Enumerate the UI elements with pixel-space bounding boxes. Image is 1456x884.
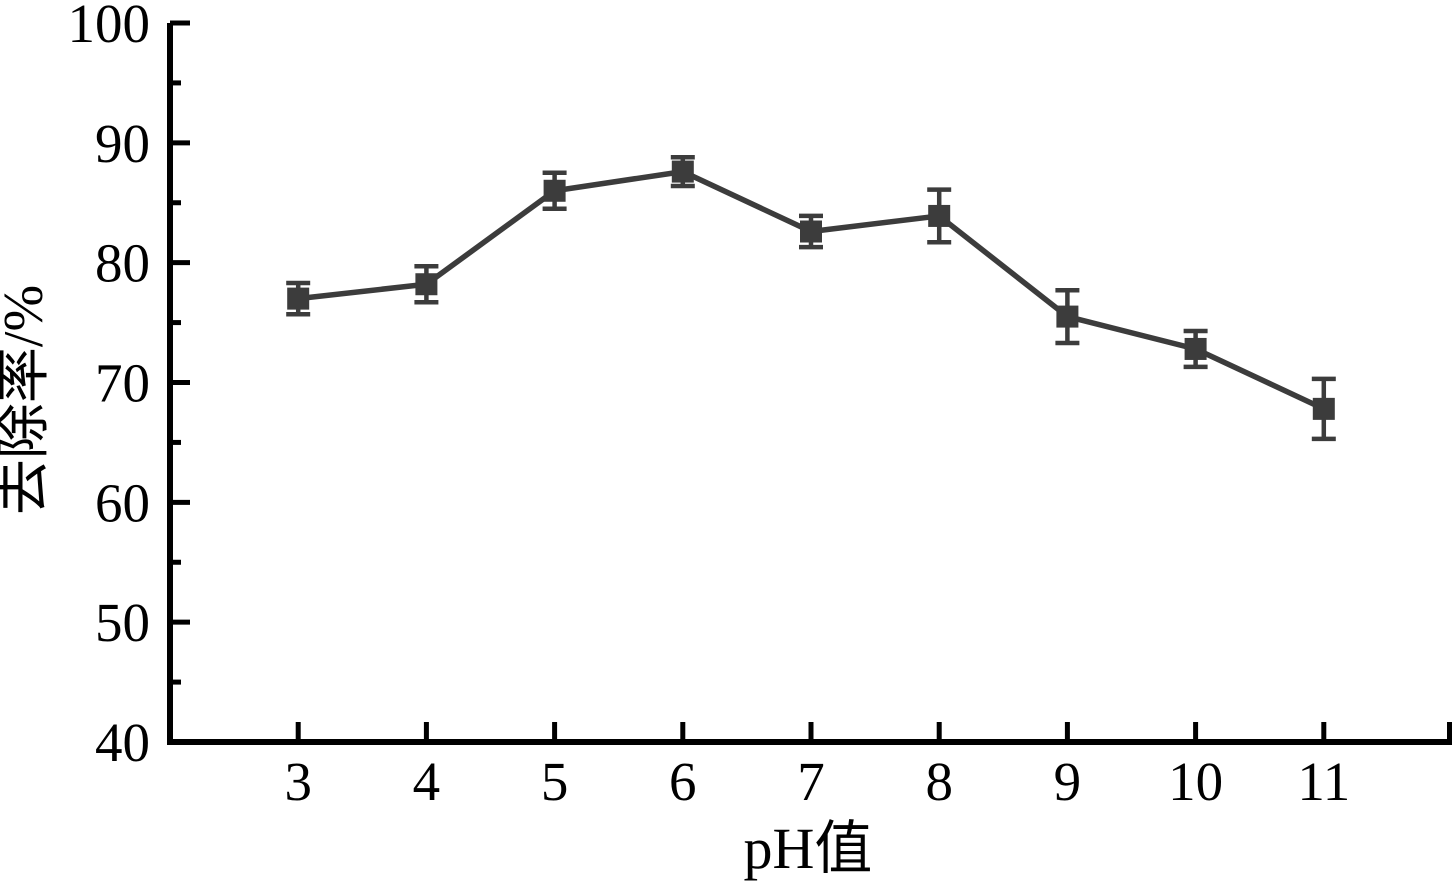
y-tick-label: 100	[68, 0, 151, 54]
x-tick-label: 4	[413, 751, 441, 812]
data-point-marker	[415, 273, 438, 296]
x-tick-label: 3	[284, 751, 312, 812]
y-tick-label: 70	[95, 353, 150, 414]
x-tick-label: 7	[797, 751, 825, 812]
x-tick-label: 11	[1297, 751, 1350, 812]
data-point-marker	[1184, 337, 1207, 360]
x-tick-label: 6	[669, 751, 697, 812]
y-axis-title: 去除率/%	[0, 285, 55, 515]
data-series-layer	[286, 154, 1336, 442]
data-point-marker	[543, 179, 566, 202]
data-line	[297, 168, 1325, 412]
axes-layer	[167, 23, 1452, 745]
y-tick-label: 90	[95, 113, 150, 174]
y-tick-label: 40	[95, 712, 150, 773]
data-point-marker	[1056, 305, 1079, 328]
x-tick-label: 8	[925, 751, 953, 812]
x-tick-label: 5	[541, 751, 569, 812]
data-point-marker	[928, 204, 951, 227]
ticks-layer	[170, 20, 1452, 745]
data-point-marker	[1312, 397, 1335, 420]
data-point-marker	[671, 160, 694, 183]
x-tick-label: 9	[1054, 751, 1082, 812]
x-axis-title: pH值	[744, 816, 873, 881]
y-tick-label: 60	[95, 472, 150, 533]
y-tick-label: 50	[95, 592, 150, 653]
data-point-marker	[287, 287, 310, 310]
y-tick-label: 80	[95, 233, 150, 294]
data-point-marker	[800, 220, 822, 243]
tick-labels-layer: 40 50 60 70 80 90 100 3 4 5 6 7 8 9 10 11	[68, 0, 1351, 812]
x-tick-label: 10	[1168, 751, 1223, 812]
